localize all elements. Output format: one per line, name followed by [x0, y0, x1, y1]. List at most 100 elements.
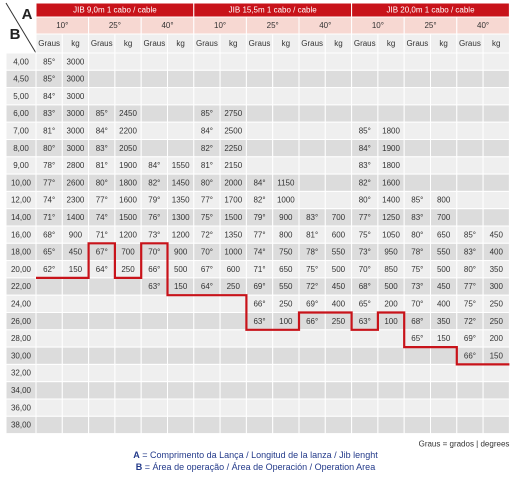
value-cell: [193, 363, 221, 383]
load-value: 250: [279, 299, 293, 308]
value-cell: [219, 346, 247, 365]
subheader-label: kg: [492, 39, 500, 48]
value-cell: [167, 329, 195, 348]
load-value: 1500: [119, 213, 137, 222]
angle-value: 76°: [148, 213, 160, 222]
value-cell: [430, 398, 458, 417]
angle-value: 78°: [411, 248, 423, 257]
legend: A = Comprimento da Lança / Longitud de l…: [0, 449, 511, 473]
value-cell: [272, 329, 300, 348]
value-cell: [456, 398, 484, 417]
value-cell: [272, 69, 300, 89]
value-cell: [114, 52, 142, 71]
load-value: 150: [490, 351, 504, 360]
load-value: 100: [279, 317, 293, 326]
angle-value: 73°: [148, 230, 160, 239]
angle-label: 40°: [161, 21, 173, 30]
radius-label: 34,00: [11, 386, 32, 395]
value-cell: [456, 415, 484, 435]
value-cell: [193, 329, 221, 348]
value-cell: [61, 363, 90, 383]
angle-value: 84°: [201, 126, 213, 135]
value-cell: [167, 104, 195, 123]
radius-label: 10,00: [11, 178, 32, 187]
value-cell: [88, 398, 116, 417]
value-cell: [482, 87, 510, 106]
radius-label: 6,00: [13, 109, 29, 118]
load-value: 700: [437, 213, 451, 222]
value-cell: [298, 190, 326, 210]
angle-value: 82°: [148, 178, 160, 187]
value-cell: [272, 139, 300, 158]
value-cell: [272, 121, 300, 140]
angle-value: 77°: [464, 282, 476, 291]
value-cell: [114, 294, 142, 314]
value-cell: [403, 173, 432, 192]
angle-value: 84°: [96, 126, 108, 135]
load-value: 650: [279, 265, 293, 274]
value-cell: [140, 363, 168, 383]
angle-value: 75°: [306, 265, 318, 274]
value-cell: [219, 398, 247, 417]
value-cell: [456, 173, 484, 192]
value-cell: [482, 156, 510, 175]
load-value: 400: [437, 299, 451, 308]
legend-key-b: B: [135, 462, 143, 472]
subheader-label: Graus: [249, 39, 271, 48]
load-value: 450: [332, 282, 346, 291]
load-value: 1800: [119, 178, 137, 187]
value-cell: [482, 69, 510, 89]
value-cell: [298, 104, 326, 123]
load-value: 1500: [224, 213, 242, 222]
angle-value: 85°: [96, 109, 108, 118]
angle-value: 69°: [253, 282, 265, 291]
angle-value: 85°: [43, 75, 55, 84]
value-cell: [245, 156, 274, 175]
value-cell: [140, 104, 168, 123]
angle-value: 80°: [201, 178, 213, 187]
load-value: 650: [437, 230, 451, 239]
angle-value: 74°: [253, 248, 265, 257]
subheader-label: kg: [439, 39, 447, 48]
radius-label: 4,50: [13, 75, 29, 84]
load-value: 100: [384, 317, 398, 326]
angle-value: 75°: [359, 230, 371, 239]
value-cell: [272, 398, 300, 417]
angle-value: 64°: [201, 282, 213, 291]
value-cell: [456, 69, 484, 89]
value-cell: [403, 139, 432, 158]
value-cell: [167, 52, 195, 71]
value-cell: [377, 398, 405, 417]
value-cell: [430, 363, 458, 383]
angle-value: 83°: [411, 213, 423, 222]
value-cell: [324, 346, 353, 365]
angle-value: 78°: [43, 161, 55, 170]
angle-value: 75°: [201, 213, 213, 222]
angle-value: 68°: [43, 230, 55, 239]
value-cell: [298, 87, 326, 106]
angle-value: 71°: [253, 265, 265, 274]
value-cell: [167, 346, 195, 365]
angle-value: 70°: [411, 299, 423, 308]
load-value: 3000: [67, 75, 85, 84]
value-cell: [456, 139, 484, 158]
angle-value: 72°: [464, 317, 476, 326]
subheader-label: Graus: [38, 39, 60, 48]
load-value: 2300: [67, 196, 85, 205]
load-value: 500: [332, 265, 346, 274]
angle-value: 70°: [148, 248, 160, 257]
value-cell: [456, 208, 484, 227]
radius-label: 12,00: [11, 196, 32, 205]
value-cell: [167, 139, 195, 158]
load-value: 1400: [67, 213, 85, 222]
value-cell: [88, 363, 116, 383]
load-value: 300: [490, 282, 504, 291]
angle-value: 77°: [359, 213, 371, 222]
load-value: 2600: [67, 178, 85, 187]
load-value: 350: [490, 265, 504, 274]
value-cell: [245, 121, 274, 140]
load-value: 1000: [277, 196, 295, 205]
legend-text-a: = Comprimento da Lança / Longitud de la …: [139, 450, 378, 460]
value-cell: [482, 121, 510, 140]
value-cell: [456, 363, 484, 383]
